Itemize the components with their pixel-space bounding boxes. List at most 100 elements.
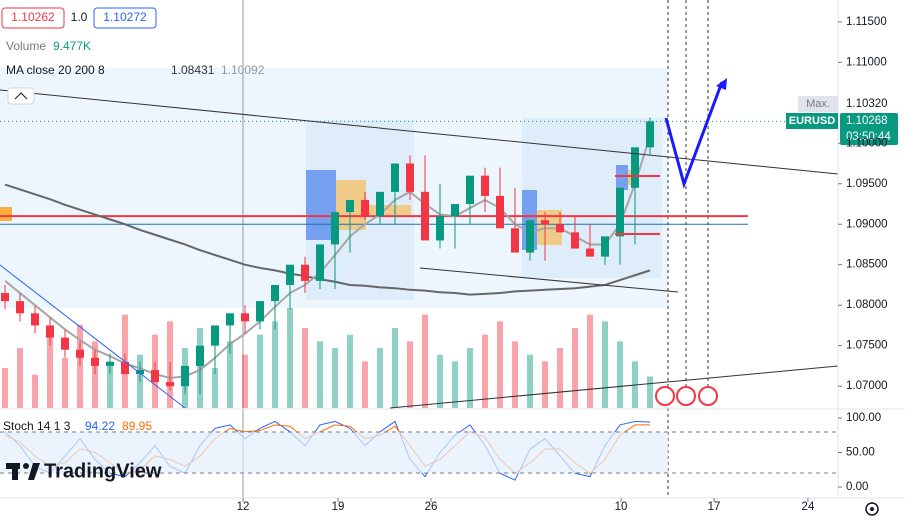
candle-body [46,325,54,338]
candle-body [616,187,624,237]
volume-bar [392,328,398,408]
candle-body [76,349,84,358]
candle-body [586,248,594,257]
ma200-line [4,183,651,296]
candle-body [376,191,384,217]
trendline [0,264,186,409]
volume-bar [302,328,308,408]
volume-bar [557,348,563,408]
volume-bar [107,361,113,408]
max-value: 1.10320 [846,98,888,110]
volume-bar [287,308,293,408]
candle-body [406,163,414,192]
candle-body [451,204,459,217]
candle-body [436,216,444,241]
volume-bar [452,361,458,408]
candle-body [211,325,219,346]
last-price: 1.10268 [846,115,888,127]
collapse-icon [14,92,28,100]
candle-body [526,220,534,253]
candle-body [136,369,144,374]
candle-body [271,284,279,302]
y-tick-label: 1.10000 [846,137,888,149]
x-tick-label: 19 [332,501,345,513]
logo: TradingView [6,460,162,482]
volume-bar [32,374,38,408]
stoch-tick-label: 100.00 [846,412,881,424]
candle-body [646,121,654,148]
volume-bar [47,334,53,408]
trendline [389,365,839,409]
stoch-d-value: 89.95 [122,419,152,433]
volume-bar [422,314,428,408]
trendline [0,89,839,175]
candle-body [226,313,234,326]
x-tick-label: 12 [237,501,250,513]
stoch-tick-label: 0.00 [846,481,868,493]
volume-bar [227,341,233,408]
y-tick-label: 1.07500 [846,340,888,352]
candle-body [151,369,159,383]
candle-body [166,382,174,387]
ma200-value: 1.08431 [171,63,215,77]
volume-bar [242,354,248,408]
y-tick-label: 1.08500 [846,259,888,271]
candle-body [181,365,189,387]
y-tick-label: 1.11500 [846,16,887,28]
volume-bar [332,348,338,408]
volume-bar [467,348,473,408]
volume-bar [347,334,353,408]
volume-bar [212,368,218,408]
volume-bar [62,358,68,408]
candle-body [196,345,204,366]
candle-body [481,175,489,196]
last-price-badge [840,113,898,145]
y-tick-label: 1.09500 [846,178,888,190]
candle-body [556,224,564,233]
y-tick-label: 1.07000 [846,380,888,392]
ask-box [93,7,157,29]
collapse-button[interactable] [7,87,35,105]
stoch-label: Stoch 14 1 3 [3,419,71,433]
candle-body [631,147,639,188]
candle-body [286,264,294,285]
candle-body [316,244,324,281]
candle-body [331,212,339,245]
volume-bar [362,361,368,408]
max-label-box [798,96,838,112]
y-tick-label: 1.09000 [846,218,888,230]
symbol: EURUSD [789,115,836,127]
ask: 1.10272 [103,10,147,24]
projection-arrow [664,81,724,189]
volume-bar [527,354,533,408]
x-tick-label: 17 [708,501,721,513]
stoch-tick-label: 50.00 [846,447,875,459]
x-tick-label: 24 [802,501,815,513]
volume-bar [497,321,503,408]
candle-body [301,264,309,281]
x-tick-label: 10 [615,501,628,513]
volume-value: 9.477K [53,39,91,53]
y-tick-label: 1.11000 [846,56,887,68]
trendline [419,267,679,293]
volume-bar [437,354,443,408]
volume-bar [2,368,8,408]
volume-bar [542,361,548,408]
countdown: 03:50:44 [846,131,891,143]
candle-body [601,236,609,257]
volume-bar [602,321,608,408]
volume-bar [317,341,323,408]
ma-label: MA close 20 200 8 [6,63,105,77]
ma20-line [4,135,651,380]
candle-body [61,337,69,350]
max-label: Max. [806,98,830,110]
candle-body [16,301,24,314]
candle-body [91,357,99,366]
settings-icon[interactable] [865,502,879,516]
candle-body [496,195,504,229]
candle-body [391,163,399,192]
volume-bar [617,341,623,408]
volume-bar [17,348,23,408]
stoch-band [0,432,668,473]
